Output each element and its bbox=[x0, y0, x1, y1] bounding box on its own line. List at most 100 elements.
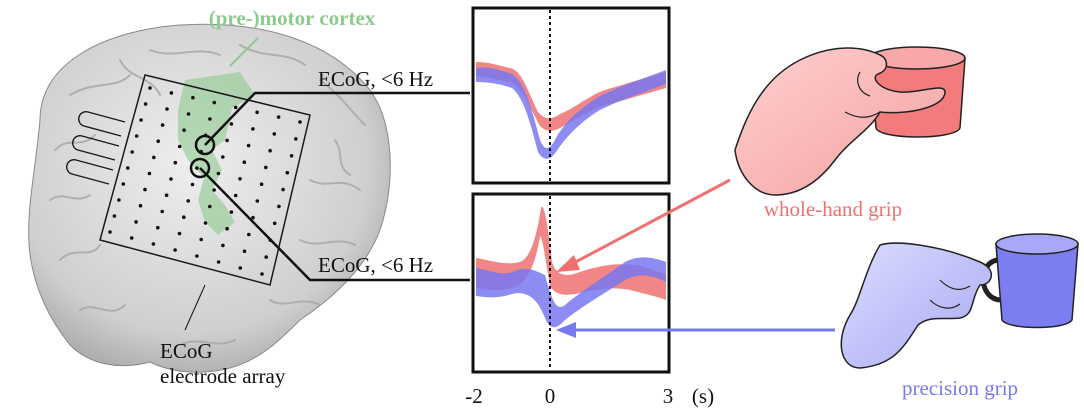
electrode-dot bbox=[242, 160, 247, 164]
electrode-dot bbox=[221, 155, 225, 159]
electrode-dot bbox=[242, 249, 247, 253]
electrode-dot bbox=[251, 127, 255, 131]
electrode-dot bbox=[121, 182, 126, 186]
electrode-dot bbox=[173, 160, 178, 165]
electrode-dot bbox=[138, 203, 143, 208]
electrode-dot bbox=[129, 236, 134, 240]
electrode-dot bbox=[216, 260, 221, 264]
electrode-dot bbox=[233, 105, 238, 110]
electrode-dot bbox=[272, 132, 277, 136]
electrode-dot bbox=[126, 166, 130, 170]
electrode-dot bbox=[165, 107, 169, 111]
electrode-dot bbox=[216, 171, 221, 176]
electrode-dot bbox=[264, 165, 268, 170]
electrode-dot bbox=[130, 150, 134, 154]
electrode-grid bbox=[66, 74, 311, 331]
electrode-dot bbox=[134, 220, 138, 224]
precision-label: precision grip bbox=[902, 376, 1018, 400]
electrode-dot bbox=[160, 209, 164, 214]
electrode-dot bbox=[151, 242, 156, 246]
electrode-dot bbox=[221, 243, 225, 248]
electrode-dot bbox=[225, 226, 229, 231]
electrode-dot bbox=[229, 210, 234, 214]
electrode-dot bbox=[112, 214, 117, 218]
electrode-dot bbox=[195, 254, 199, 258]
arrow-whole-hand-head bbox=[556, 255, 580, 272]
electrode-dot bbox=[281, 187, 285, 192]
electrode-dot bbox=[177, 231, 182, 236]
electrode-dot bbox=[208, 204, 212, 209]
arrow-whole-hand bbox=[567, 178, 731, 268]
electrode-dot bbox=[272, 221, 277, 226]
electrode-dot bbox=[212, 188, 216, 192]
electrode-dot bbox=[199, 237, 203, 242]
electrode-dot bbox=[117, 198, 121, 202]
trace-bottom-precision bbox=[476, 257, 666, 328]
electrode-dot bbox=[208, 117, 212, 121]
electrode-dot bbox=[147, 171, 152, 176]
hand-whole-grip bbox=[734, 46, 966, 196]
electrode-dot bbox=[285, 170, 290, 175]
array-label-line2: electrode array bbox=[160, 364, 286, 388]
connector-top bbox=[204, 91, 470, 146]
array-label-line1: ECoG bbox=[160, 339, 213, 363]
plot-bottom bbox=[471, 192, 671, 374]
electrode-dot bbox=[276, 115, 281, 119]
electrode-dot bbox=[225, 138, 229, 143]
electrode-dot bbox=[169, 91, 174, 95]
ecog-label-top: ECoG, <6 Hz bbox=[318, 67, 433, 91]
electrode-dot bbox=[182, 215, 186, 219]
ecog-label-bottom: ECoG, <6 Hz bbox=[318, 253, 433, 277]
electrode-dot bbox=[186, 112, 191, 116]
arrow-precision-head bbox=[556, 322, 576, 338]
electrode-dot bbox=[139, 118, 143, 122]
tick-3: 3 bbox=[663, 384, 674, 408]
electrode-dot bbox=[238, 177, 242, 181]
electrode-dot bbox=[233, 193, 238, 198]
electrode-dot bbox=[289, 154, 294, 158]
electrode-ring-top bbox=[194, 134, 216, 156]
electrode-dot bbox=[191, 95, 195, 100]
motor-cortex-region bbox=[178, 72, 255, 235]
electrode-dot bbox=[164, 193, 169, 197]
electrode-dot bbox=[212, 100, 217, 105]
electrode-dot bbox=[156, 225, 160, 230]
electrode-dot bbox=[108, 230, 112, 234]
axis-unit: (s) bbox=[692, 384, 714, 408]
electrode-dot bbox=[247, 232, 251, 237]
electrode-dot bbox=[203, 221, 208, 225]
electrode-dot bbox=[169, 177, 173, 181]
electrode-dot bbox=[143, 102, 148, 106]
electrode-dot bbox=[255, 110, 259, 115]
electrode-dot bbox=[160, 123, 165, 127]
electrode-dot bbox=[186, 199, 190, 203]
electrode-dot bbox=[152, 155, 156, 160]
electrode-dot bbox=[268, 148, 272, 153]
electrode-dot bbox=[195, 166, 199, 170]
electrode-dot bbox=[277, 204, 281, 209]
connector-bottom bbox=[199, 167, 470, 282]
electrode-dot bbox=[246, 143, 251, 148]
electrode-dot bbox=[298, 120, 302, 124]
electrode-dot bbox=[156, 139, 160, 143]
electrode-dot bbox=[229, 122, 234, 126]
electrode-dot bbox=[173, 248, 177, 252]
hand-precision-grip bbox=[840, 233, 1079, 369]
electrode-dot bbox=[182, 128, 186, 132]
electrode-dot bbox=[143, 187, 147, 192]
electrode-dot bbox=[238, 266, 243, 270]
whole-hand-label: whole-hand grip bbox=[764, 197, 902, 221]
electrode-dot bbox=[255, 199, 260, 203]
electrode-dot bbox=[259, 182, 264, 186]
plot-top bbox=[471, 6, 671, 185]
electrode-dot bbox=[190, 182, 195, 187]
electrode-ring-bottom bbox=[189, 157, 211, 179]
electrode-dot bbox=[294, 137, 298, 141]
electrode-dot bbox=[260, 272, 264, 276]
motor-cortex-label: (pre-)motor cortex bbox=[209, 6, 376, 30]
trace-top-precision bbox=[476, 67, 666, 159]
electrode-dot bbox=[264, 255, 269, 259]
electrode-dot bbox=[148, 86, 152, 90]
electrode-dot bbox=[177, 144, 182, 149]
